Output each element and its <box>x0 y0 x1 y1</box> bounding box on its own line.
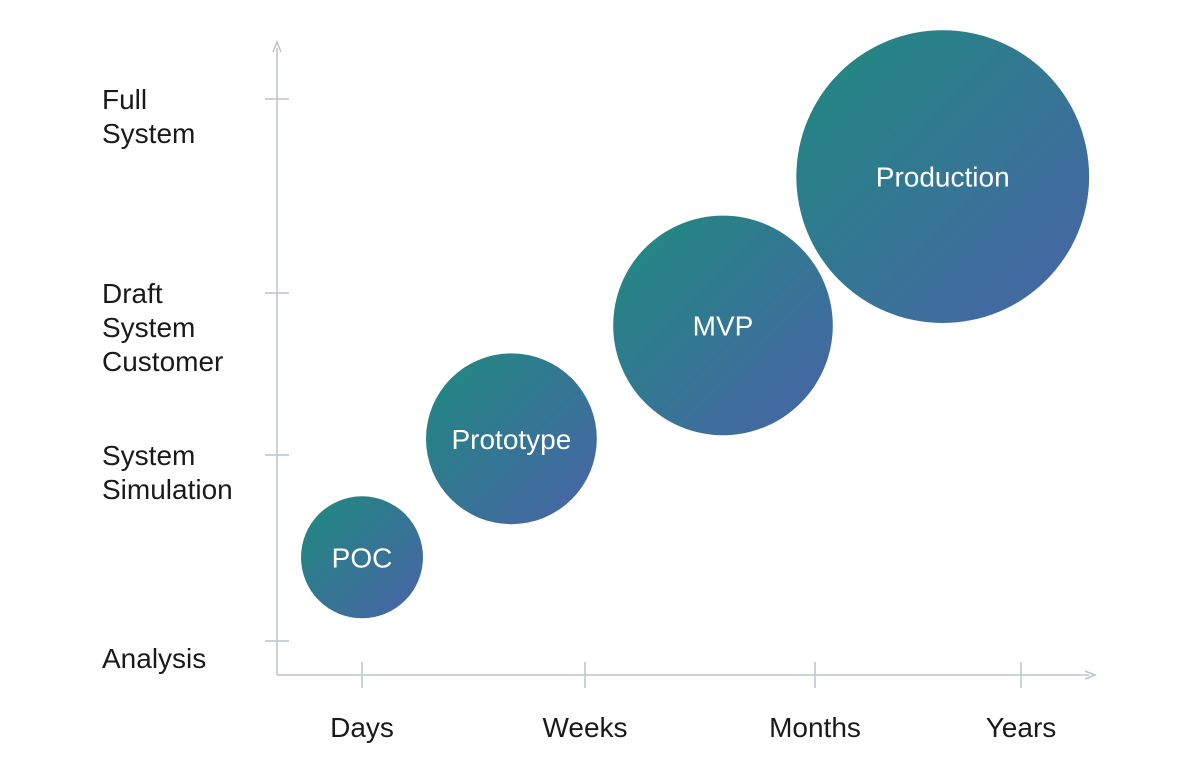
axes <box>265 39 1098 688</box>
x-tick-label: Days <box>330 712 394 743</box>
bubble-label: Prototype <box>451 424 571 455</box>
y-tick-label: Analysis <box>102 643 206 674</box>
y-tick-label: System Simulation <box>102 440 233 505</box>
bubbles: POC Prototype MVP Production <box>301 30 1090 619</box>
bubble-production <box>796 30 1090 323</box>
bubble-label: Production <box>876 162 1010 193</box>
x-tick-label: Years <box>986 712 1057 743</box>
bubble-prototype <box>426 353 597 525</box>
x-axis-labels: Days Weeks Months Years <box>330 712 1056 743</box>
y-axis-arrow <box>272 39 282 53</box>
bubble-poc <box>301 496 423 619</box>
y-tick-label: Draft System Customer <box>102 278 223 377</box>
x-tick-label: Months <box>769 712 861 743</box>
bubble-label: POC <box>332 542 393 573</box>
y-axis-labels: Analysis System Simulation Draft System Custo… <box>102 84 233 674</box>
y-tick-label: Full System <box>102 84 195 149</box>
x-tick-label: Weeks <box>542 712 627 743</box>
x-axis-arrow <box>1084 670 1098 680</box>
bubble-mvp <box>613 215 833 436</box>
bubble-label: MVP <box>693 310 754 341</box>
